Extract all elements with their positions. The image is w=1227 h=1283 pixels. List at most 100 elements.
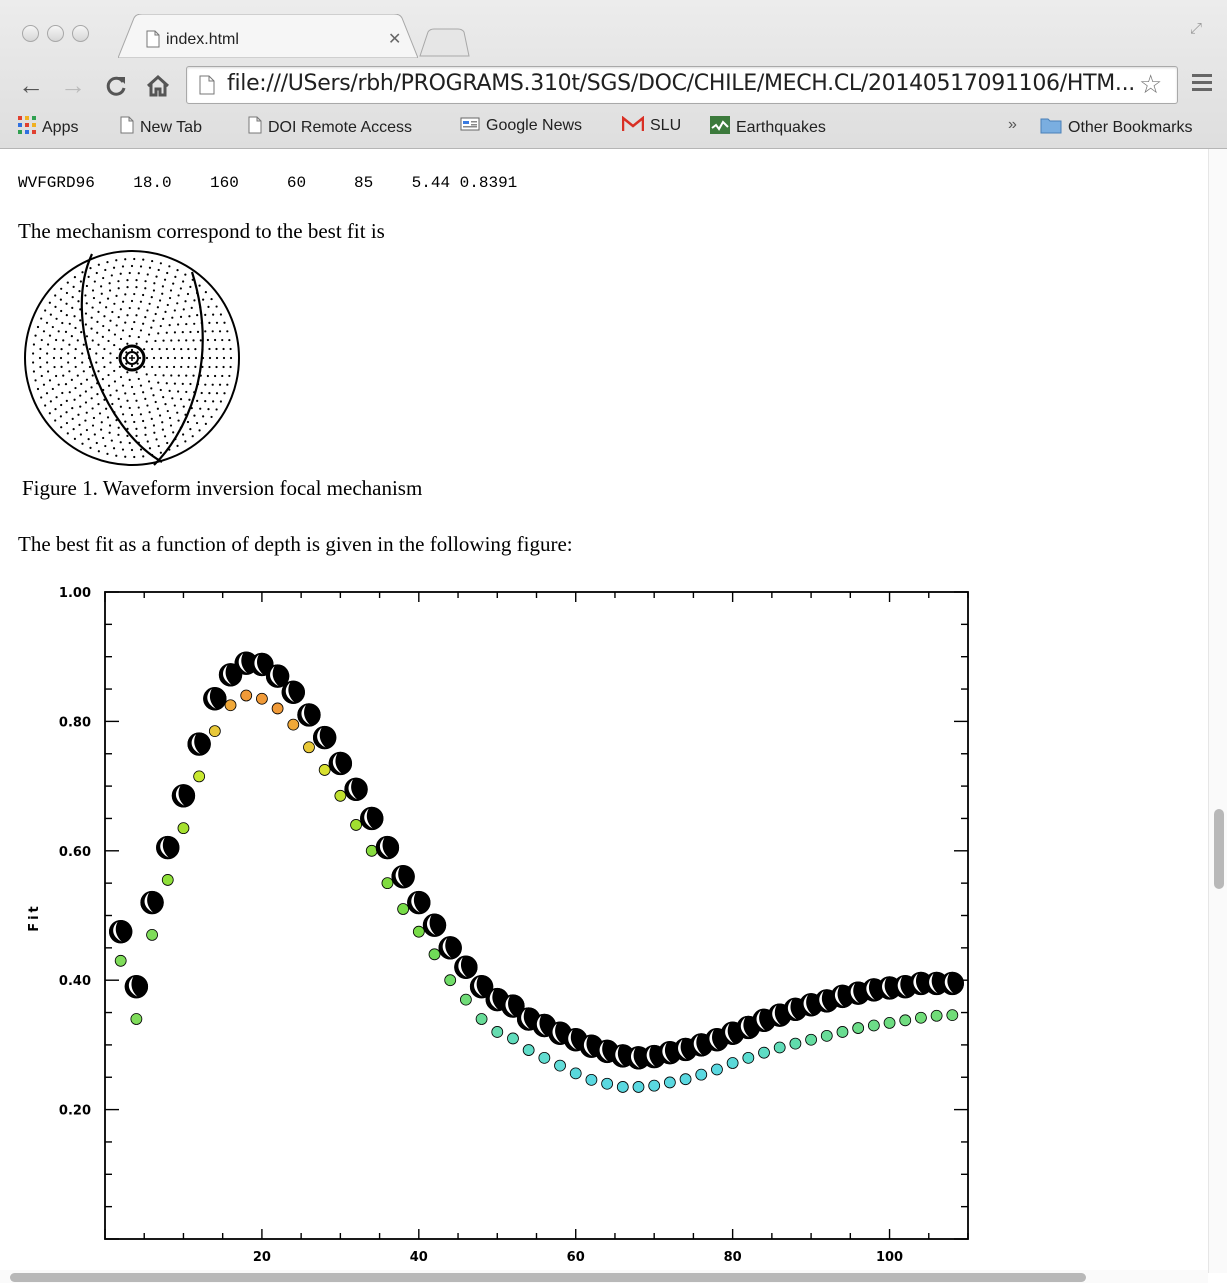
mechanism-dot <box>206 338 209 342</box>
fit-point <box>412 925 425 938</box>
zoom-window-button[interactable] <box>72 25 89 42</box>
tab-index-html[interactable]: index.html ✕ <box>118 14 418 58</box>
home-icon[interactable] <box>146 74 170 98</box>
mechanism-dot <box>106 297 110 300</box>
mechanism-dot <box>215 392 219 395</box>
mechanism-dot <box>226 330 229 333</box>
mechanism-dot <box>77 413 80 416</box>
mechanism-dot <box>107 339 110 343</box>
mechanism-dot <box>155 275 158 278</box>
bookmark-google-news[interactable]: Google News <box>460 116 582 135</box>
beachball-white-quadrant <box>426 915 436 936</box>
forward-button[interactable]: → <box>60 70 86 100</box>
mechanism-dot <box>45 321 49 324</box>
mechanism-dot <box>184 300 187 303</box>
mechanism-dot <box>34 334 37 337</box>
minimize-window-button[interactable] <box>47 25 64 42</box>
mechanism-dot <box>32 361 35 364</box>
fit-point <box>271 702 284 715</box>
mechanism-dot <box>148 411 151 414</box>
mechanism-dot <box>59 298 62 301</box>
mechanism-dot <box>139 384 143 387</box>
horizontal-scrollbar-thumb[interactable] <box>10 1273 1086 1282</box>
beachball-outline <box>422 913 447 937</box>
mechanism-dot <box>169 424 173 427</box>
mechanism-dot <box>90 386 93 389</box>
bookmarks-overflow-button[interactable]: » <box>1008 116 1017 133</box>
mechanism-dot <box>122 356 126 360</box>
vertical-scrollbar[interactable] <box>1208 149 1227 1273</box>
mechanism-dot <box>109 394 112 397</box>
mechanism-dot <box>40 374 43 378</box>
bookmark-label: New Tab <box>140 119 202 136</box>
mechanism-dot <box>166 409 169 413</box>
mechanism-dot <box>173 404 176 407</box>
beachball-marker <box>108 919 133 944</box>
mechanism-dot <box>152 394 155 397</box>
mechanism-dot <box>133 320 136 324</box>
tab-shape <box>118 14 418 58</box>
bookmark-apps[interactable]: Apps <box>18 116 78 137</box>
mechanism-dot <box>133 420 136 424</box>
vertical-scrollbar-thumb[interactable] <box>1214 809 1224 889</box>
mechanism-dot <box>65 314 68 317</box>
fullscreen-icon[interactable]: ⤢ <box>1190 20 1203 37</box>
mechanism-dot <box>39 365 42 369</box>
fit-point <box>632 1081 645 1093</box>
mechanism-dot <box>79 394 82 397</box>
fit-point <box>679 1073 692 1086</box>
close-window-button[interactable] <box>22 25 39 42</box>
mechanism-dot <box>176 444 179 448</box>
beachball-white-quadrant <box>364 808 373 829</box>
mechanism-dot <box>172 365 176 369</box>
mechanism-dot <box>39 347 42 351</box>
bookmark-star-icon[interactable]: ☆ <box>1139 69 1163 99</box>
mechanism-dot <box>125 351 128 354</box>
mechanism-dot <box>90 316 93 319</box>
new-tab-button[interactable] <box>418 28 470 58</box>
address-bar[interactable]: file:///USers/rbh/PROGRAMS.310t/SGS/DOC/… <box>186 66 1178 104</box>
close-tab-icon[interactable]: ✕ <box>388 31 402 48</box>
mechanism-dot <box>212 313 215 316</box>
beachball-marker <box>501 994 525 1018</box>
mechanism-dot <box>159 388 162 392</box>
bookmark-slu[interactable]: SLU <box>622 116 681 135</box>
mechanism-dot <box>135 399 138 402</box>
mechanism-dot <box>117 287 120 290</box>
mechanism-dot <box>52 356 56 360</box>
mechanism-dot <box>137 307 140 310</box>
beachball-white-quadrant <box>709 1029 718 1050</box>
mechanism-dot <box>101 378 104 381</box>
bookmark-doi-remote-access[interactable]: DOI Remote Access <box>248 116 412 137</box>
mechanism-dot <box>179 398 183 401</box>
beachball-white-quadrant <box>693 1034 703 1055</box>
mechanism-dot <box>104 444 107 448</box>
mechanism-dot <box>185 322 188 326</box>
fit-point <box>303 741 315 754</box>
reload-icon[interactable] <box>104 74 128 98</box>
back-button[interactable]: ← <box>18 70 44 100</box>
other-bookmarks-folder[interactable]: Other Bookmarks <box>1040 116 1192 137</box>
mechanism-dot <box>154 312 157 316</box>
mechanism-dot <box>91 374 94 377</box>
beachball-white-quadrant <box>819 990 828 1011</box>
bookmark-earthquakes[interactable]: Earthquakes <box>710 116 826 137</box>
mechanism-dot <box>144 397 147 400</box>
beachball-white-quadrant <box>882 977 891 998</box>
gmail-icon <box>622 116 644 131</box>
mechanism-dot <box>173 356 177 360</box>
menu-icon[interactable] <box>1192 72 1212 92</box>
mechanism-dot <box>74 326 77 330</box>
beachball-outline <box>312 725 337 750</box>
mechanism-dot <box>150 326 153 329</box>
fit-point <box>397 903 410 915</box>
bookmark-new-tab[interactable]: New Tab <box>120 116 202 137</box>
mechanism-dot <box>105 306 108 309</box>
beachball-white-quadrant <box>332 753 342 774</box>
horizontal-scrollbar[interactable] <box>0 1270 1208 1283</box>
fit-point <box>930 1009 943 1022</box>
mechanism-dot <box>158 299 162 302</box>
mechanism-dot <box>100 285 103 288</box>
mechanism-dot <box>70 378 73 381</box>
beachball-marker <box>140 890 164 915</box>
